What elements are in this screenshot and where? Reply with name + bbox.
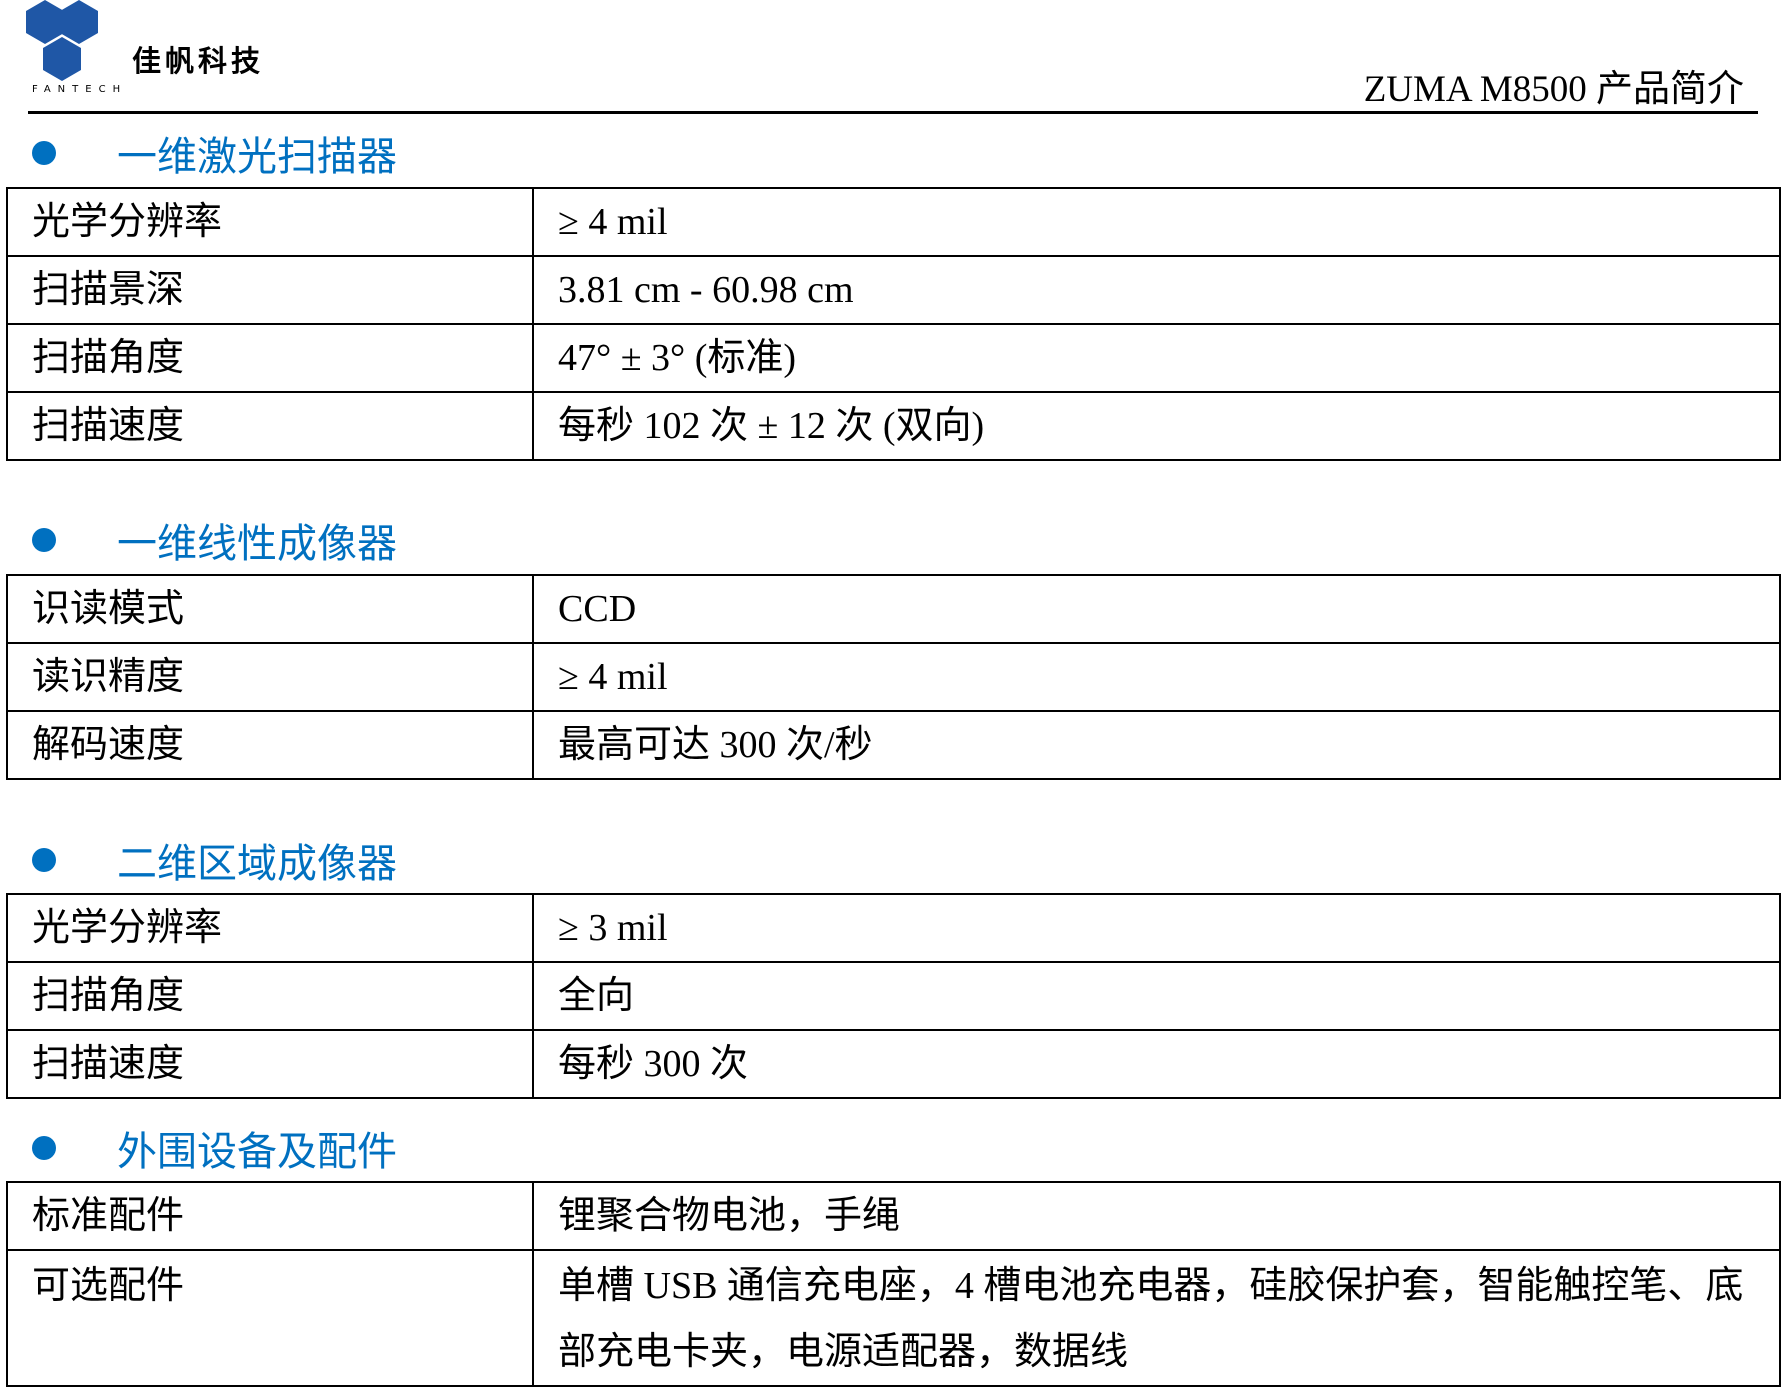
spec-value: 3.81 cm - 60.98 cm xyxy=(532,255,1781,325)
spec-label: 可选配件 xyxy=(6,1249,534,1387)
table-row: 扫描角度 全向 xyxy=(6,961,1781,1031)
table-row: 标准配件 锂聚合物电池，手绳 xyxy=(6,1181,1781,1251)
table-row: 读识精度 ≥ 4 mil xyxy=(6,642,1781,712)
spec-label: 光学分辨率 xyxy=(6,187,534,257)
spec-value: ≥ 3 mil xyxy=(532,893,1781,963)
table-row: 解码速度 最高可达 300 次/秒 xyxy=(6,710,1781,780)
hexagon-logo-icon xyxy=(26,0,98,81)
spec-table-area-imager: 光学分辨率 ≥ 3 mil 扫描角度 全向 扫描速度 每秒 300 次 xyxy=(6,893,1781,1099)
section-title: 外围设备及配件 xyxy=(117,1129,397,1175)
spec-table-linear-imager: 识读模式 CCD 读识精度 ≥ 4 mil 解码速度 最高可达 300 次/秒 xyxy=(6,574,1781,780)
bullet-icon xyxy=(32,848,56,872)
section-title: 二维区域成像器 xyxy=(117,841,397,887)
spec-value: CCD xyxy=(532,574,1781,644)
document-title: ZUMA M8500 产品简介 xyxy=(1363,69,1744,110)
spec-value: 单槽 USB 通信充电座，4 槽电池充电器，硅胶保护套，智能触控笔、底部充电卡夹… xyxy=(532,1249,1781,1387)
section-heading: 二维区域成像器 xyxy=(30,835,397,887)
spec-value: 47° ± 3° (标准) xyxy=(532,323,1781,393)
table-row: 扫描速度 每秒 300 次 xyxy=(6,1029,1781,1099)
spec-value: 每秒 102 次 ± 12 次 (双向) xyxy=(532,391,1781,461)
section-heading: 外围设备及配件 xyxy=(30,1123,397,1175)
spec-label: 扫描速度 xyxy=(6,391,534,461)
spec-label: 扫描速度 xyxy=(6,1029,534,1099)
section-title: 一维线性成像器 xyxy=(117,521,397,567)
spec-label: 扫描景深 xyxy=(6,255,534,325)
fantech-logo: 佳帆科技 FANTECH xyxy=(26,0,286,100)
table-row: 识读模式 CCD xyxy=(6,574,1781,644)
logo-text: 佳帆科技 xyxy=(132,44,265,78)
spec-value: ≥ 4 mil xyxy=(532,187,1781,257)
spec-value: ≥ 4 mil xyxy=(532,642,1781,712)
table-row: 扫描景深 3.81 cm - 60.98 cm xyxy=(6,255,1781,325)
spec-value: 每秒 300 次 xyxy=(532,1029,1781,1099)
table-row: 光学分辨率 ≥ 3 mil xyxy=(6,893,1781,963)
spec-value: 锂聚合物电池，手绳 xyxy=(532,1181,1781,1251)
section-title: 一维激光扫描器 xyxy=(117,134,397,180)
spec-value: 最高可达 300 次/秒 xyxy=(532,710,1781,780)
section-heading: 一维激光扫描器 xyxy=(30,128,397,180)
bullet-icon xyxy=(32,528,56,552)
spec-label: 识读模式 xyxy=(6,574,534,644)
spec-table-accessories: 标准配件 锂聚合物电池，手绳 可选配件 单槽 USB 通信充电座，4 槽电池充电器，… xyxy=(6,1181,1781,1387)
bullet-icon xyxy=(32,141,56,165)
table-row: 扫描速度 每秒 102 次 ± 12 次 (双向) xyxy=(6,391,1781,461)
spec-value: 全向 xyxy=(532,961,1781,1031)
spec-table-laser: 光学分辨率 ≥ 4 mil 扫描景深 3.81 cm - 60.98 cm 扫描角度… xyxy=(6,187,1781,461)
spec-label: 读识精度 xyxy=(6,642,534,712)
table-row: 光学分辨率 ≥ 4 mil xyxy=(6,187,1781,257)
spec-label: 扫描角度 xyxy=(6,961,534,1031)
bullet-icon xyxy=(32,1136,56,1160)
section-heading: 一维线性成像器 xyxy=(30,515,397,567)
table-row: 可选配件 单槽 USB 通信充电座，4 槽电池充电器，硅胶保护套，智能触控笔、底部… xyxy=(6,1249,1781,1387)
logo-subtext: FANTECH xyxy=(32,84,128,95)
table-row: 扫描角度 47° ± 3° (标准) xyxy=(6,323,1781,393)
spec-label: 扫描角度 xyxy=(6,323,534,393)
spec-label: 光学分辨率 xyxy=(6,893,534,963)
spec-label: 标准配件 xyxy=(6,1181,534,1251)
header-rule xyxy=(28,111,1758,114)
spec-label: 解码速度 xyxy=(6,710,534,780)
